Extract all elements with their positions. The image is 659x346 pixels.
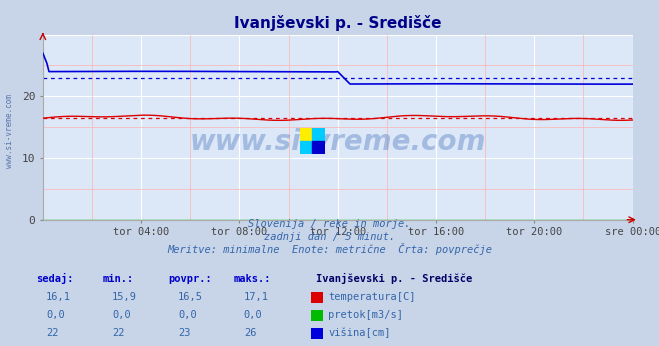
Text: zadnji dan / 5 minut.: zadnji dan / 5 minut. <box>264 232 395 242</box>
Text: 0,0: 0,0 <box>178 310 196 320</box>
Text: 22: 22 <box>112 328 125 338</box>
Text: 22: 22 <box>46 328 59 338</box>
Bar <box>312 141 325 154</box>
Text: temperatura[C]: temperatura[C] <box>328 292 416 302</box>
Text: 15,9: 15,9 <box>112 292 137 302</box>
Text: sedaj:: sedaj: <box>36 273 74 284</box>
Text: Ivanjševski p. - Središče: Ivanjševski p. - Središče <box>316 273 473 284</box>
Bar <box>300 141 312 154</box>
Text: 16,5: 16,5 <box>178 292 203 302</box>
Text: povpr.:: povpr.: <box>168 274 212 284</box>
Bar <box>300 128 312 141</box>
Text: 0,0: 0,0 <box>46 310 65 320</box>
Text: 16,1: 16,1 <box>46 292 71 302</box>
Text: www.si-vreme.com: www.si-vreme.com <box>190 128 486 156</box>
Text: 17,1: 17,1 <box>244 292 269 302</box>
Text: maks.:: maks.: <box>234 274 272 284</box>
Text: www.si-vreme.com: www.si-vreme.com <box>5 94 14 169</box>
Text: višina[cm]: višina[cm] <box>328 328 391 338</box>
Text: pretok[m3/s]: pretok[m3/s] <box>328 310 403 320</box>
Title: Ivanjševski p. - Središče: Ivanjševski p. - Središče <box>234 15 442 31</box>
Bar <box>312 128 325 141</box>
Text: 23: 23 <box>178 328 190 338</box>
Text: min.:: min.: <box>102 274 133 284</box>
Text: 0,0: 0,0 <box>112 310 130 320</box>
Text: 26: 26 <box>244 328 256 338</box>
Text: 0,0: 0,0 <box>244 310 262 320</box>
Text: Slovenija / reke in morje.: Slovenija / reke in morje. <box>248 219 411 229</box>
Text: Meritve: minimalne  Enote: metrične  Črta: povprečje: Meritve: minimalne Enote: metrične Črta:… <box>167 243 492 255</box>
